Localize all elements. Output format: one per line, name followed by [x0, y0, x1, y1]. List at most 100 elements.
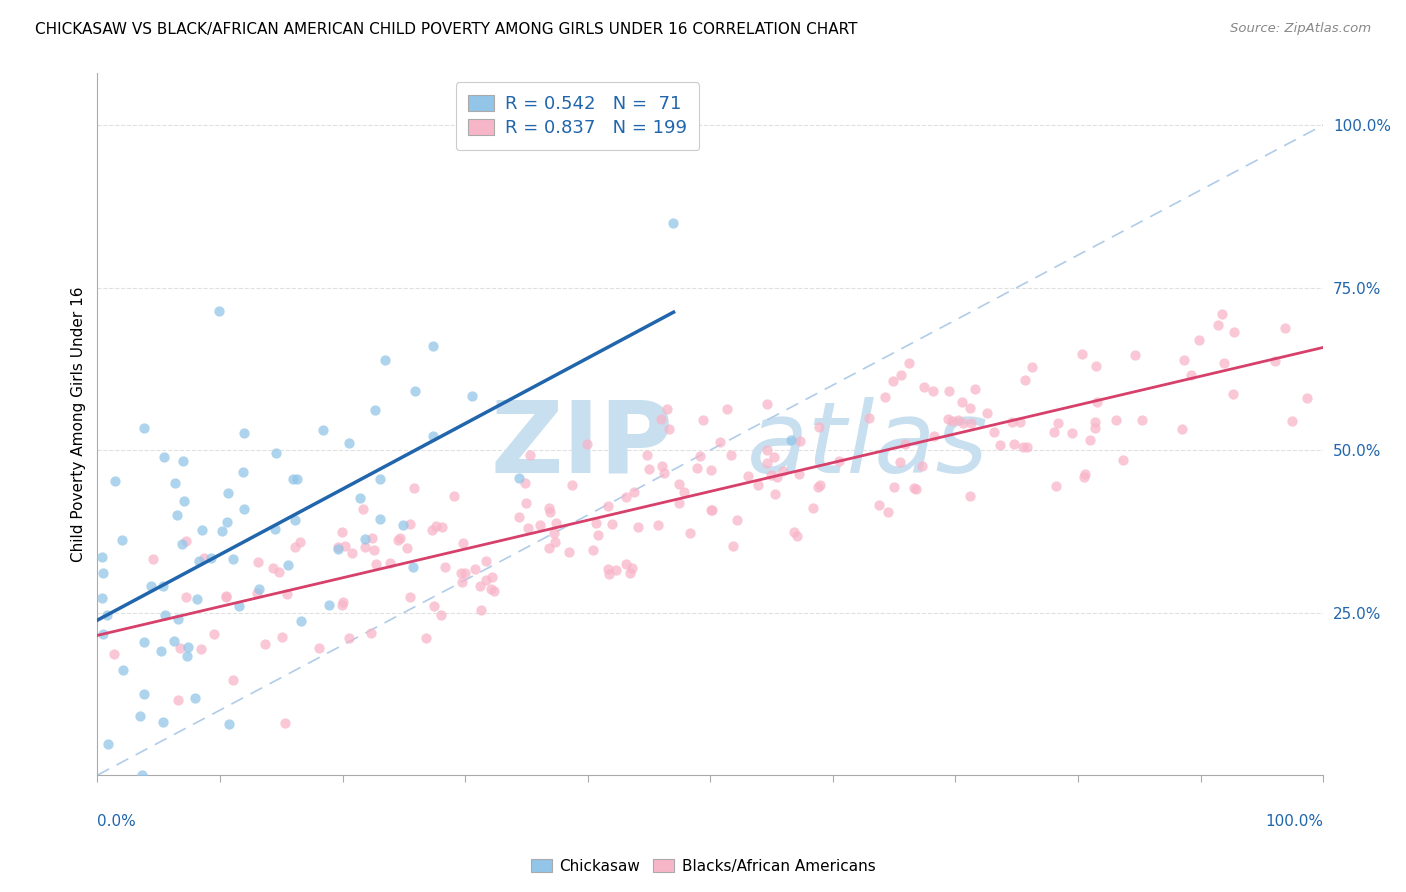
- Point: [875, 390, 897, 404]
- Point: [1045, 479, 1067, 493]
- Text: ZIP: ZIP: [491, 397, 673, 493]
- Point: [558, 545, 581, 559]
- Point: [200, 551, 222, 566]
- Point: [700, 462, 723, 476]
- Point: [529, 517, 551, 532]
- Point: [763, 487, 786, 501]
- Point: [658, 422, 681, 436]
- Point: [202, 626, 225, 640]
- Point: [543, 526, 565, 541]
- Point: [508, 471, 530, 485]
- Point: [267, 565, 290, 579]
- Point: [149, 643, 172, 657]
- Point: [1074, 467, 1097, 482]
- Point: [808, 478, 831, 492]
- Point: [898, 356, 921, 370]
- Point: [1014, 373, 1036, 387]
- Point: [326, 540, 349, 554]
- Point: [450, 575, 472, 590]
- Point: [132, 687, 155, 701]
- Point: [651, 458, 673, 473]
- Point: [262, 561, 284, 575]
- Point: [959, 490, 981, 504]
- Point: [167, 693, 190, 707]
- Point: [1211, 307, 1233, 321]
- Point: [481, 570, 503, 584]
- Point: [232, 466, 254, 480]
- Point: [422, 429, 444, 443]
- Point: [1130, 413, 1153, 427]
- Point: [1046, 416, 1069, 430]
- Point: [141, 552, 163, 566]
- Point: [339, 436, 361, 450]
- Point: [655, 402, 678, 417]
- Point: [191, 523, 214, 537]
- Point: [1021, 359, 1043, 374]
- Point: [976, 406, 998, 420]
- Point: [1078, 434, 1101, 448]
- Point: [783, 524, 806, 539]
- Point: [650, 412, 672, 426]
- Point: [402, 560, 425, 574]
- Point: [544, 534, 567, 549]
- Point: [938, 384, 960, 398]
- Point: [1015, 440, 1038, 454]
- Text: Source: ZipAtlas.com: Source: ZipAtlas.com: [1230, 22, 1371, 36]
- Point: [288, 535, 311, 549]
- Point: [1223, 325, 1246, 339]
- Point: [184, 690, 207, 705]
- Point: [91, 566, 114, 580]
- Point: [716, 402, 738, 417]
- Point: [97, 737, 120, 751]
- Point: [1071, 347, 1094, 361]
- Point: [461, 389, 484, 403]
- Text: 100.0%: 100.0%: [1265, 814, 1323, 829]
- Point: [600, 517, 623, 532]
- Point: [672, 484, 695, 499]
- Point: [960, 417, 983, 431]
- Point: [946, 413, 969, 427]
- Point: [264, 446, 287, 460]
- Point: [882, 374, 904, 388]
- Point: [756, 443, 779, 458]
- Point: [1084, 421, 1107, 435]
- Point: [1212, 355, 1234, 369]
- Point: [1001, 415, 1024, 429]
- Point: [153, 450, 176, 464]
- Point: [474, 553, 496, 567]
- Point: [169, 641, 191, 656]
- Point: [668, 477, 690, 491]
- Point: [90, 591, 112, 606]
- Point: [318, 598, 340, 612]
- Point: [354, 540, 377, 554]
- Point: [786, 529, 808, 543]
- Point: [807, 480, 830, 494]
- Point: [988, 437, 1011, 451]
- Point: [391, 518, 413, 533]
- Point: [246, 586, 269, 600]
- Point: [484, 583, 506, 598]
- Point: [959, 401, 981, 415]
- Point: [103, 647, 125, 661]
- Point: [111, 533, 134, 547]
- Point: [904, 482, 927, 496]
- Point: [903, 481, 925, 495]
- Y-axis label: Child Poverty Among Girls Under 16: Child Poverty Among Girls Under 16: [72, 286, 86, 562]
- Point: [689, 449, 711, 463]
- Point: [1073, 470, 1095, 484]
- Point: [598, 499, 620, 513]
- Point: [328, 541, 350, 556]
- Point: [91, 549, 114, 564]
- Point: [1104, 412, 1126, 426]
- Point: [652, 467, 675, 481]
- Point: [747, 477, 769, 491]
- Point: [605, 563, 627, 577]
- Point: [360, 626, 382, 640]
- Point: [103, 474, 125, 488]
- Point: [952, 416, 974, 430]
- Point: [582, 542, 605, 557]
- Point: [787, 467, 810, 481]
- Point: [284, 513, 307, 527]
- Point: [387, 533, 409, 547]
- Point: [152, 579, 174, 593]
